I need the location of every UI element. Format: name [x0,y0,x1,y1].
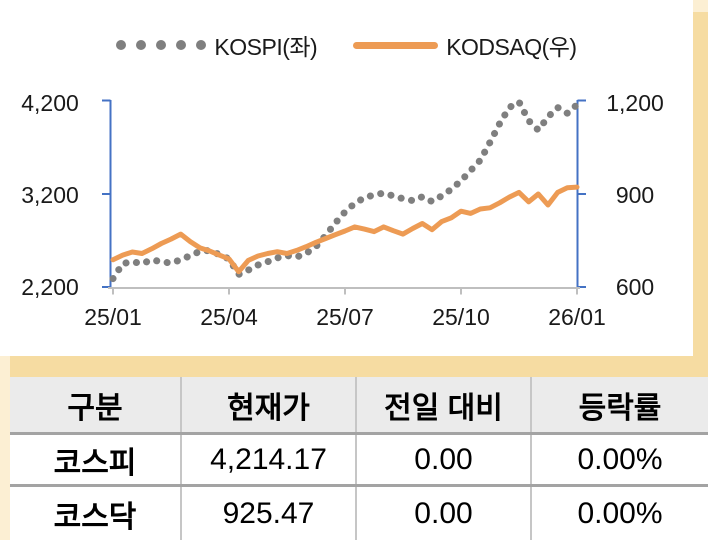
kosdaq-line-marker-icon [353,41,439,49]
table-header-pct: 등락률 [530,377,708,432]
x-axis-label-2504: 25/04 [200,304,258,330]
left-axis-label-3200: 3,200 [21,182,79,208]
kosdaq-change-cell: 0.00 [355,487,530,540]
x-axis-label-2601: 26/01 [548,304,606,330]
table-header-category: 구분 [67,391,123,425]
kospi-name-cell: 코스피 [53,446,137,480]
x-axis-label-2501: 25/01 [84,304,142,330]
kosdaq-series [110,184,580,275]
kospi-pct-cell: 0.00% [530,435,708,484]
kospi-dotted-marker-icon [116,40,207,50]
right-axis-label-600: 600 [615,274,655,300]
legend-item-kosdaq: KODSAQ(우) [353,28,577,62]
legend-label-kosdaq: KODSAQ(우) [446,34,577,60]
left-axis-label-2200: 2,200 [21,274,79,300]
kosdaq-pct-cell: 0.00% [530,487,708,540]
legend-item-kospi: KOSPI(좌) [116,28,318,62]
table-header-change: 전일 대비 [355,377,530,432]
chart-plot-area [102,97,586,295]
x-axis-label-2507: 25/07 [316,304,374,330]
kosdaq-price-cell: 925.47 [180,487,355,540]
chart-card: KOSPI(좌) KODSAQ(우) 4,200 3,200 2,200 1,2… [0,0,693,356]
chart-legend: KOSPI(좌) KODSAQ(우) [0,28,693,62]
kospi-change-cell: 0.00 [355,435,530,484]
left-axis-label-4200: 4,200 [21,90,79,116]
right-axis-label-1200: 1,200 [606,90,664,116]
right-axis-label-900: 900 [615,182,655,208]
kosdaq-name-cell: 코스닥 [53,500,137,534]
table-header-price: 현재가 [180,377,355,432]
table-row-kosdaq: 코스닥 925.47 0.00 0.00% [10,484,708,540]
table-row-kospi: 코스피 4,214.17 0.00 0.00% [10,432,708,484]
kospi-price-cell: 4,214.17 [180,435,355,484]
series-layer [109,97,581,283]
kospi-series [109,97,581,283]
legend-label-kospi: KOSPI(좌) [214,34,318,60]
table-header-row: 구분 현재가 전일 대비 등락률 [10,377,708,432]
index-table: 구분 현재가 전일 대비 등락률 코스피 4,214.17 0.00 0.00%… [10,377,708,540]
x-axis-label-2510: 25/10 [432,304,490,330]
